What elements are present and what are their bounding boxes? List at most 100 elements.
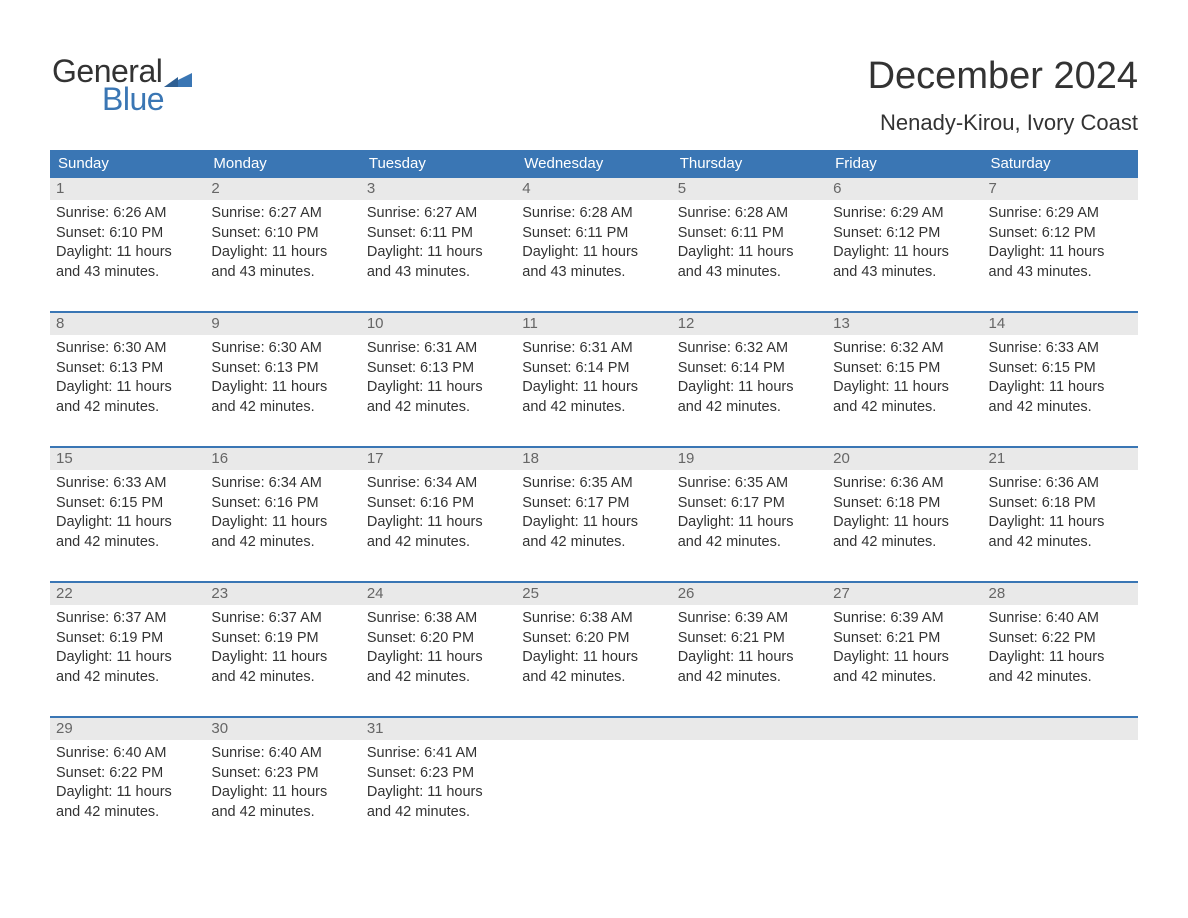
day-body: Sunrise: 6:28 AMSunset: 6:11 PMDaylight:…	[672, 200, 827, 282]
daylight-line-2: and 42 minutes.	[211, 398, 354, 418]
day-cell: 23Sunrise: 6:37 AMSunset: 6:19 PMDayligh…	[205, 583, 360, 701]
sunset-line: Sunset: 6:15 PM	[833, 359, 976, 379]
weekday-header-row: Sunday Monday Tuesday Wednesday Thursday…	[50, 150, 1138, 178]
empty-day-cell	[516, 718, 671, 836]
daylight-line-1: Daylight: 11 hours	[211, 378, 354, 398]
sunrise-line: Sunrise: 6:38 AM	[367, 609, 510, 629]
sunrise-line: Sunrise: 6:41 AM	[367, 744, 510, 764]
sunset-line: Sunset: 6:18 PM	[989, 494, 1132, 514]
day-body: Sunrise: 6:32 AMSunset: 6:14 PMDaylight:…	[672, 335, 827, 417]
daylight-line-1: Daylight: 11 hours	[56, 783, 199, 803]
sunrise-line: Sunrise: 6:35 AM	[678, 474, 821, 494]
week-row: 29Sunrise: 6:40 AMSunset: 6:22 PMDayligh…	[50, 716, 1138, 836]
day-cell: 10Sunrise: 6:31 AMSunset: 6:13 PMDayligh…	[361, 313, 516, 431]
day-body: Sunrise: 6:40 AMSunset: 6:22 PMDaylight:…	[50, 740, 205, 822]
daylight-line-1: Daylight: 11 hours	[56, 648, 199, 668]
daylight-line-1: Daylight: 11 hours	[833, 378, 976, 398]
daylight-line-2: and 42 minutes.	[833, 533, 976, 553]
empty-day-bar	[983, 718, 1138, 740]
day-number: 25	[516, 583, 671, 605]
sunrise-line: Sunrise: 6:34 AM	[211, 474, 354, 494]
daylight-line-2: and 42 minutes.	[56, 398, 199, 418]
day-body: Sunrise: 6:40 AMSunset: 6:23 PMDaylight:…	[205, 740, 360, 822]
daylight-line-1: Daylight: 11 hours	[989, 648, 1132, 668]
sunset-line: Sunset: 6:12 PM	[833, 224, 976, 244]
daylight-line-2: and 43 minutes.	[833, 263, 976, 283]
daylight-line-2: and 42 minutes.	[833, 668, 976, 688]
sunset-line: Sunset: 6:19 PM	[56, 629, 199, 649]
sunrise-line: Sunrise: 6:37 AM	[56, 609, 199, 629]
sunset-line: Sunset: 6:16 PM	[367, 494, 510, 514]
sunrise-line: Sunrise: 6:32 AM	[833, 339, 976, 359]
day-number: 17	[361, 448, 516, 470]
day-cell: 7Sunrise: 6:29 AMSunset: 6:12 PMDaylight…	[983, 178, 1138, 296]
day-body: Sunrise: 6:39 AMSunset: 6:21 PMDaylight:…	[672, 605, 827, 687]
day-cell: 17Sunrise: 6:34 AMSunset: 6:16 PMDayligh…	[361, 448, 516, 566]
sunset-line: Sunset: 6:22 PM	[56, 764, 199, 784]
daylight-line-1: Daylight: 11 hours	[56, 513, 199, 533]
weekday-header: Monday	[205, 150, 360, 178]
weekday-header: Saturday	[983, 150, 1138, 178]
day-number: 6	[827, 178, 982, 200]
day-body: Sunrise: 6:38 AMSunset: 6:20 PMDaylight:…	[516, 605, 671, 687]
daylight-line-1: Daylight: 11 hours	[367, 243, 510, 263]
weekday-header: Sunday	[50, 150, 205, 178]
day-cell: 8Sunrise: 6:30 AMSunset: 6:13 PMDaylight…	[50, 313, 205, 431]
daylight-line-1: Daylight: 11 hours	[367, 513, 510, 533]
day-number: 1	[50, 178, 205, 200]
day-number: 21	[983, 448, 1138, 470]
sunset-line: Sunset: 6:11 PM	[678, 224, 821, 244]
sunrise-line: Sunrise: 6:40 AM	[989, 609, 1132, 629]
sunset-line: Sunset: 6:21 PM	[678, 629, 821, 649]
empty-day-bar	[827, 718, 982, 740]
sunset-line: Sunset: 6:16 PM	[211, 494, 354, 514]
day-number: 10	[361, 313, 516, 335]
sunrise-line: Sunrise: 6:37 AM	[211, 609, 354, 629]
flag-icon	[164, 67, 192, 87]
day-body: Sunrise: 6:26 AMSunset: 6:10 PMDaylight:…	[50, 200, 205, 282]
daylight-line-1: Daylight: 11 hours	[367, 378, 510, 398]
sunset-line: Sunset: 6:23 PM	[211, 764, 354, 784]
day-number: 8	[50, 313, 205, 335]
day-number: 12	[672, 313, 827, 335]
sunrise-line: Sunrise: 6:40 AM	[211, 744, 354, 764]
daylight-line-1: Daylight: 11 hours	[367, 783, 510, 803]
daylight-line-1: Daylight: 11 hours	[367, 648, 510, 668]
day-body: Sunrise: 6:32 AMSunset: 6:15 PMDaylight:…	[827, 335, 982, 417]
weekday-header: Thursday	[672, 150, 827, 178]
day-body: Sunrise: 6:33 AMSunset: 6:15 PMDaylight:…	[50, 470, 205, 552]
daylight-line-2: and 43 minutes.	[56, 263, 199, 283]
daylight-line-2: and 42 minutes.	[211, 668, 354, 688]
day-cell: 21Sunrise: 6:36 AMSunset: 6:18 PMDayligh…	[983, 448, 1138, 566]
sunrise-line: Sunrise: 6:39 AM	[833, 609, 976, 629]
sunset-line: Sunset: 6:13 PM	[56, 359, 199, 379]
daylight-line-2: and 42 minutes.	[989, 398, 1132, 418]
day-body: Sunrise: 6:34 AMSunset: 6:16 PMDaylight:…	[205, 470, 360, 552]
calendar: Sunday Monday Tuesday Wednesday Thursday…	[50, 150, 1138, 836]
daylight-line-1: Daylight: 11 hours	[522, 378, 665, 398]
day-cell: 9Sunrise: 6:30 AMSunset: 6:13 PMDaylight…	[205, 313, 360, 431]
day-cell: 30Sunrise: 6:40 AMSunset: 6:23 PMDayligh…	[205, 718, 360, 836]
sunset-line: Sunset: 6:13 PM	[367, 359, 510, 379]
daylight-line-2: and 43 minutes.	[367, 263, 510, 283]
daylight-line-2: and 42 minutes.	[833, 398, 976, 418]
day-cell: 25Sunrise: 6:38 AMSunset: 6:20 PMDayligh…	[516, 583, 671, 701]
daylight-line-1: Daylight: 11 hours	[678, 648, 821, 668]
sunrise-line: Sunrise: 6:30 AM	[56, 339, 199, 359]
week-row: 22Sunrise: 6:37 AMSunset: 6:19 PMDayligh…	[50, 581, 1138, 701]
day-cell: 26Sunrise: 6:39 AMSunset: 6:21 PMDayligh…	[672, 583, 827, 701]
day-cell: 15Sunrise: 6:33 AMSunset: 6:15 PMDayligh…	[50, 448, 205, 566]
daylight-line-2: and 42 minutes.	[989, 668, 1132, 688]
day-body: Sunrise: 6:30 AMSunset: 6:13 PMDaylight:…	[205, 335, 360, 417]
day-body: Sunrise: 6:34 AMSunset: 6:16 PMDaylight:…	[361, 470, 516, 552]
day-body: Sunrise: 6:38 AMSunset: 6:20 PMDaylight:…	[361, 605, 516, 687]
day-number: 5	[672, 178, 827, 200]
day-cell: 12Sunrise: 6:32 AMSunset: 6:14 PMDayligh…	[672, 313, 827, 431]
day-body: Sunrise: 6:29 AMSunset: 6:12 PMDaylight:…	[983, 200, 1138, 282]
daylight-line-2: and 42 minutes.	[367, 398, 510, 418]
daylight-line-2: and 42 minutes.	[522, 533, 665, 553]
sunset-line: Sunset: 6:15 PM	[56, 494, 199, 514]
empty-day-bar	[516, 718, 671, 740]
day-body: Sunrise: 6:36 AMSunset: 6:18 PMDaylight:…	[983, 470, 1138, 552]
daylight-line-2: and 43 minutes.	[211, 263, 354, 283]
